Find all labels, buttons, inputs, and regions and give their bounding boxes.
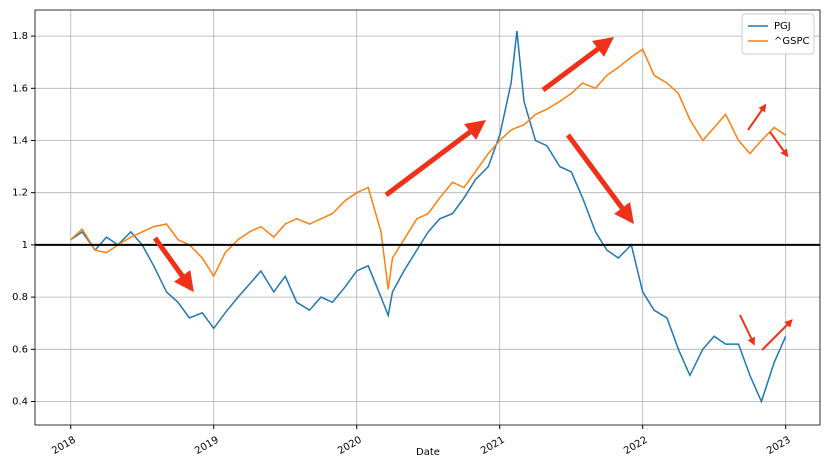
- arrow: [769, 131, 789, 158]
- y-tick-label: 1.4: [12, 136, 28, 147]
- x-tick-label: 2022: [622, 435, 650, 456]
- arrow: [747, 103, 767, 131]
- arrow: [152, 236, 194, 293]
- plot-area: 0.4 0.6 0.8 1 1.2 1.4 1.6 1.8 2018 2019 2020 2021 20…: [12, 9, 821, 456]
- y-tick-label: 1.6: [12, 83, 28, 94]
- y-tick-label: 0.6: [12, 344, 28, 355]
- plot-frame: [34, 9, 821, 426]
- y-tick-label: 1.2: [12, 188, 28, 199]
- x-tick-label: 2023: [765, 435, 793, 456]
- x-tick-label: 2019: [193, 435, 221, 456]
- x-tick-label: 2020: [336, 435, 364, 456]
- y-tick-label: 0.8: [12, 292, 28, 303]
- x-tick-label: 2018: [50, 435, 78, 456]
- series-line: [70, 30, 787, 404]
- arrow: [761, 319, 793, 351]
- arrow: [565, 133, 634, 225]
- arrow: [739, 314, 755, 346]
- annotations: [152, 37, 793, 351]
- y-tick-label: 0.4: [12, 397, 28, 408]
- legend: PGJ ^GSPC: [741, 13, 815, 55]
- arrow: [541, 37, 615, 93]
- x-axis-label: Date: [416, 447, 440, 456]
- legend-label: PGJ: [774, 21, 791, 32]
- x-tick-label: 2021: [479, 435, 507, 456]
- legend-box: [741, 13, 815, 55]
- arrow: [384, 120, 486, 197]
- y-tick-label: 1: [22, 240, 28, 251]
- series-line: [70, 48, 787, 290]
- legend-label: ^GSPC: [774, 36, 810, 47]
- y-tick-label: 1.8: [12, 31, 28, 42]
